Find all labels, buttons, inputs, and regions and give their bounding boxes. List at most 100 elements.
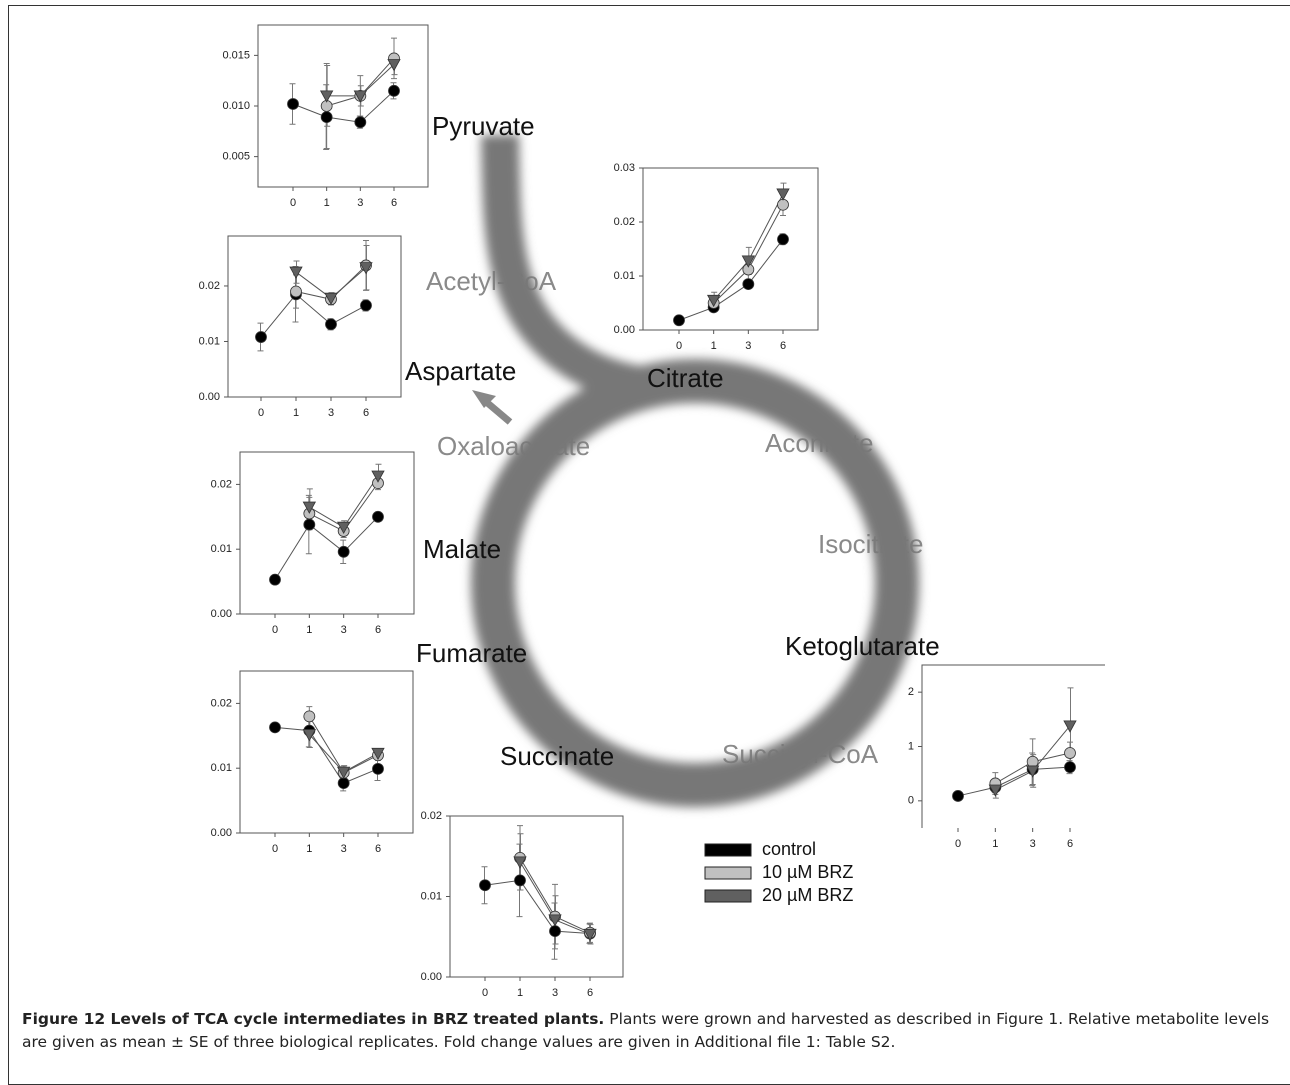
page: Acetyl-CoA Oxaloacetate Aconitate Isocit…	[0, 0, 1290, 1066]
y-tick-label: 0.01	[199, 335, 220, 347]
point	[743, 279, 754, 290]
x-tick-label: 1	[324, 197, 330, 209]
point	[270, 574, 281, 585]
y-tick-label: 0.02	[211, 478, 232, 490]
x-tick-label: 1	[992, 838, 998, 850]
axes-frame	[258, 25, 428, 187]
legend-label: control	[762, 839, 816, 859]
charts: 0.0050.0100.01501360.000.010.020.0301360…	[199, 25, 1105, 999]
x-tick-label: 3	[341, 843, 347, 855]
point	[550, 926, 561, 937]
legend: control 10 µM BRZ 20 µM BRZ	[705, 839, 853, 905]
x-tick-label: 6	[375, 843, 381, 855]
point	[778, 199, 789, 210]
x-tick-label: 6	[391, 197, 397, 209]
y-tick-label: 0.02	[614, 216, 635, 228]
x-tick-label: 3	[341, 624, 347, 636]
x-tick-label: 0	[290, 197, 296, 209]
point	[304, 711, 315, 722]
axes-frame	[450, 816, 623, 977]
series	[955, 753, 1073, 796]
y-tick-label: 0.02	[199, 280, 220, 292]
y-tick-label: 0.01	[614, 270, 635, 282]
x-tick-label: 1	[711, 340, 717, 352]
y-tick-label: 0.00	[614, 324, 635, 336]
point	[338, 546, 349, 557]
metabolite-label: Citrate	[647, 363, 724, 393]
x-tick-label: 1	[306, 843, 312, 855]
y-tick-label: 0.00	[211, 608, 232, 620]
legend-swatch	[705, 844, 751, 856]
y-tick-label: 2	[908, 686, 914, 698]
caption: Figure 12 Levels of TCA cycle intermedia…	[22, 1008, 1272, 1054]
x-tick-label: 0	[272, 843, 278, 855]
legend-swatch	[705, 867, 751, 879]
series-line	[958, 767, 1070, 796]
point	[373, 511, 384, 522]
y-tick-label: 0.00	[199, 391, 220, 403]
x-tick-label: 6	[780, 340, 786, 352]
x-tick-label: 0	[676, 340, 682, 352]
point	[515, 875, 526, 886]
axes-frame	[240, 671, 413, 833]
legend-swatch	[705, 890, 751, 902]
x-tick-label: 3	[745, 340, 751, 352]
point	[480, 880, 491, 891]
point	[373, 763, 384, 774]
y-tick-label: 0.00	[421, 971, 442, 983]
y-tick-label: 0.010	[222, 100, 250, 112]
y-tick-label: 0.03	[614, 162, 635, 174]
point	[338, 778, 349, 789]
metabolite-label: Succinate	[500, 741, 614, 771]
y-tick-label: 0.00	[211, 827, 232, 839]
point	[953, 790, 964, 801]
x-tick-label: 6	[587, 987, 593, 999]
axes-frame	[240, 452, 414, 614]
point	[674, 315, 685, 326]
metabolite-label: Aspartate	[405, 356, 516, 386]
legend-label: 10 µM BRZ	[762, 862, 853, 882]
point	[1065, 762, 1076, 773]
point	[389, 85, 400, 96]
x-tick-label: 6	[1067, 838, 1073, 850]
point	[321, 112, 332, 123]
y-tick-label: 0.01	[211, 762, 232, 774]
arrow	[472, 390, 510, 422]
y-tick-label: 0.015	[222, 49, 250, 61]
x-tick-label: 1	[517, 987, 523, 999]
x-tick-label: 3	[552, 987, 558, 999]
point	[361, 300, 372, 311]
y-tick-label: 0.02	[421, 810, 442, 822]
y-tick-label: 0	[908, 795, 914, 807]
metabolite-label: Malate	[423, 534, 501, 564]
x-tick-label: 3	[328, 407, 334, 419]
metabolite-label: Fumarate	[416, 638, 527, 668]
legend-label: 20 µM BRZ	[762, 885, 853, 905]
x-tick-label: 6	[375, 624, 381, 636]
point	[355, 117, 366, 128]
figure: Acetyl-CoA Oxaloacetate Aconitate Isocit…	[0, 0, 1290, 1000]
x-tick-label: 0	[258, 407, 264, 419]
point	[778, 234, 789, 245]
x-tick-label: 3	[357, 197, 363, 209]
metabolite-label: Ketoglutarate	[785, 631, 940, 661]
axes-frame	[922, 665, 1105, 828]
x-tick-label: 0	[272, 624, 278, 636]
y-tick-label: 0.01	[211, 543, 232, 555]
axes-frame	[228, 236, 401, 397]
x-tick-label: 3	[1030, 838, 1036, 850]
y-tick-label: 1	[908, 740, 914, 752]
y-tick-label: 0.005	[222, 151, 250, 163]
point	[270, 722, 281, 733]
chart: 0.00 0.01 0.02 0 1 3 6	[211, 671, 413, 855]
point	[1065, 748, 1076, 759]
cycle	[493, 381, 897, 785]
x-tick-label: 1	[306, 624, 312, 636]
point	[291, 286, 302, 297]
y-tick-label: 0.02	[211, 697, 232, 709]
point	[304, 519, 315, 530]
point	[256, 332, 267, 343]
caption-label: Figure 12 Levels of TCA cycle intermedia…	[22, 1010, 604, 1028]
